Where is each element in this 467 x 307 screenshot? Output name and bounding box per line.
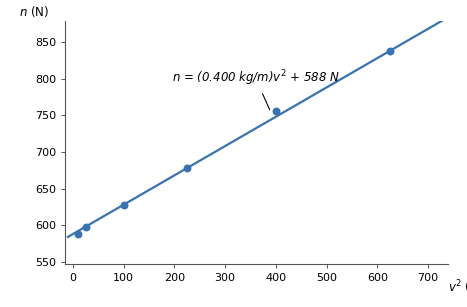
X-axis label: $v^{2}$ (m$^{2}$/s$^{2}$): $v^{2}$ (m$^{2}$/s$^{2}$) [448,278,467,296]
Point [120,202,127,207]
Y-axis label: $n$ (N): $n$ (N) [20,4,50,19]
Point [74,231,82,236]
Point [82,224,89,229]
Point [386,48,394,53]
Point [272,108,280,113]
Text: $n$ = (0.400 kg/m)$v^{2}$ + 588 N: $n$ = (0.400 kg/m)$v^{2}$ + 588 N [172,69,340,110]
Point [184,165,191,170]
